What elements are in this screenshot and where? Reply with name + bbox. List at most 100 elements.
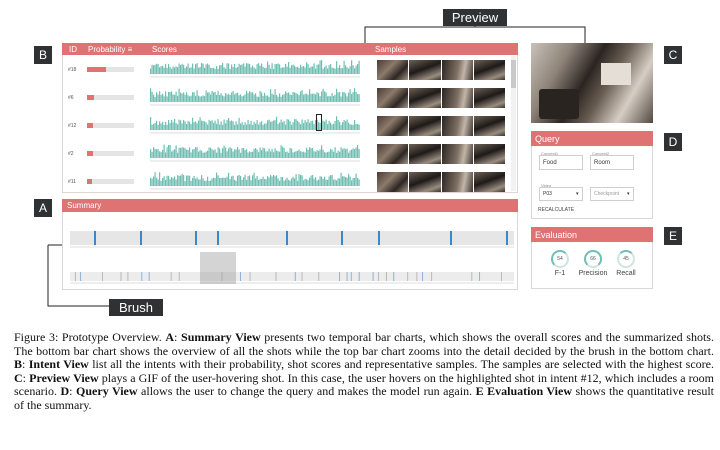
score-bar [162,121,164,130]
score-bar [223,177,225,186]
score-bar [297,66,299,74]
sample-thumbnail[interactable] [377,172,409,192]
sample-thumbnail[interactable] [441,116,473,136]
sample-thumbnail[interactable] [409,144,441,164]
score-bar [271,93,273,102]
score-bar [240,94,242,102]
video-select[interactable]: P03 ▾ [539,187,583,201]
caption-s1: Figure 3: Prototype Overview. [14,330,166,344]
hovered-shot-marker[interactable] [316,114,322,131]
score-bar [324,176,326,186]
col-probability[interactable]: Probability ≡ [88,45,132,54]
score-bar [280,96,282,102]
score-bar [289,147,291,158]
sample-thumbnail[interactable] [473,144,505,164]
sample-thumbnail[interactable] [409,88,441,108]
score-bar [346,148,348,158]
score-bar [201,96,203,102]
intent-row[interactable]: #2 [62,144,512,168]
shot-scores-chart[interactable] [150,88,360,108]
score-bar [339,91,341,102]
brush-selection[interactable] [200,252,236,284]
overview-shot-marker [407,272,409,281]
shot-scores-chart[interactable] [150,116,360,136]
sample-thumbnail[interactable] [409,60,441,80]
shot-scores-chart[interactable] [150,172,360,192]
score-bar [315,177,317,186]
sort-icon[interactable]: ≡ [127,44,133,54]
score-bar [340,68,342,74]
sample-thumbnail[interactable] [377,144,409,164]
intent-scrollbar[interactable] [511,56,516,191]
overview-shot-marker [339,272,341,281]
sample-thumbnail[interactable] [409,172,441,192]
score-bar [246,63,248,74]
sample-thumbnail[interactable] [473,172,505,192]
sample-thumbnail[interactable] [377,116,409,136]
score-bar [351,93,353,102]
intent-row[interactable]: #6 [62,88,512,112]
score-bar [211,149,213,158]
score-bar [297,150,299,158]
score-bar [279,122,281,130]
sample-thumbnail[interactable] [377,88,409,108]
sample-thumbnail[interactable] [473,60,505,80]
checkpoint-select[interactable]: Checkpoint ▾ [590,187,634,201]
sample-thumbnail[interactable] [473,88,505,108]
score-bar [217,68,219,74]
score-bar [355,147,357,158]
checkpoint-value: Checkpoint [594,191,620,197]
concept2-field[interactable]: Room [590,155,634,170]
score-bar [159,121,161,130]
score-bar [312,120,314,130]
score-bar [205,122,207,130]
sample-thumbnail[interactable] [409,116,441,136]
score-bar [165,179,167,186]
score-bar [288,180,290,186]
probability-fill [87,67,107,72]
score-bar [157,149,159,158]
score-bar [322,149,324,158]
score-bar [306,122,308,130]
summary-zoom-chart[interactable] [70,228,514,250]
score-bar [331,67,333,74]
recalculate-button[interactable]: RECALCULATE [538,207,575,213]
score-bar [186,66,188,74]
score-bar [292,176,294,186]
intent-scrollbar-thumb[interactable] [511,60,516,88]
sample-thumbnail[interactable] [441,172,473,192]
summary-overview-chart[interactable] [70,270,514,286]
intent-row[interactable]: #12 [62,116,512,140]
concept1-field[interactable]: Food [539,155,583,170]
sample-thumbnails [377,144,505,164]
score-bar [151,64,153,74]
score-bar [166,67,168,74]
score-bar [178,147,180,158]
score-bar [222,95,224,102]
col-probability-label: Probability [88,44,126,54]
intent-row[interactable]: #11 [62,172,512,196]
score-bar [180,147,182,158]
overview-background [70,272,514,281]
score-bar [325,152,327,158]
sample-thumbnail[interactable] [441,88,473,108]
sample-thumbnail[interactable] [441,144,473,164]
sample-thumbnail[interactable] [377,60,409,80]
score-bar [330,96,332,102]
score-bar [252,92,254,102]
score-bar [297,120,299,130]
shot-scores-chart[interactable] [150,144,360,164]
score-bar [267,95,269,102]
sample-thumbnail[interactable] [441,60,473,80]
intent-row[interactable]: #18 [62,60,512,84]
score-bar [207,63,209,74]
score-bar [282,177,284,186]
sample-thumbnail[interactable] [473,116,505,136]
score-bar [331,149,333,158]
shot-scores-chart[interactable] [150,60,360,80]
score-bar [267,151,269,158]
score-bar [162,177,164,186]
score-bar [277,63,279,74]
score-bar [303,151,305,158]
score-bar [334,68,336,74]
